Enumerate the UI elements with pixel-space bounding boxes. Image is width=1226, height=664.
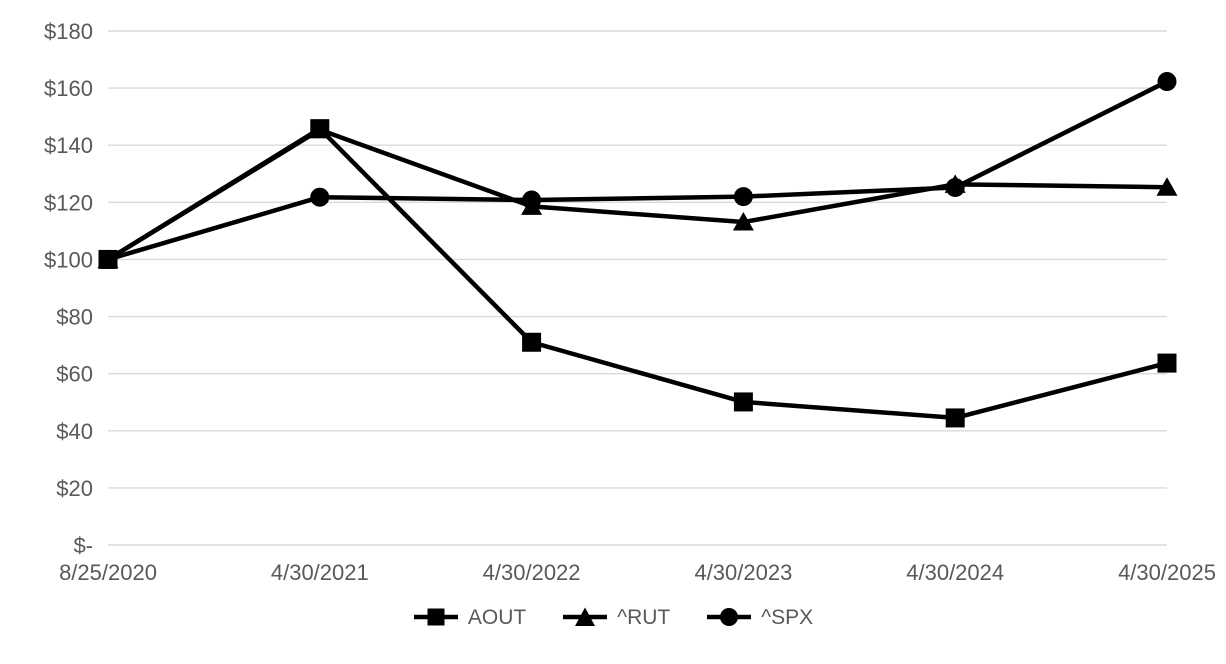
legend-label-rut: ^RUT xyxy=(617,605,671,629)
y-axis-tick-label: $140 xyxy=(44,133,93,158)
y-axis-tick-label: $20 xyxy=(56,476,93,501)
series-line-spx xyxy=(105,79,1170,262)
x-axis-tick-label: 4/30/2022 xyxy=(483,560,581,585)
x-axis-tick-label: 8/25/2020 xyxy=(59,560,157,585)
data-point-spx xyxy=(733,187,753,207)
y-axis-tick-label: $100 xyxy=(44,247,93,272)
y-axis-tick-label: $160 xyxy=(44,76,93,101)
data-point-aout xyxy=(945,408,965,428)
data-point-aout xyxy=(522,332,542,352)
square-marker-icon xyxy=(413,608,458,626)
x-axis-tick-label: 4/30/2021 xyxy=(271,560,369,585)
data-point-rut xyxy=(732,212,754,231)
legend-item-rut: ^RUT xyxy=(562,606,670,628)
data-point-spx xyxy=(1157,72,1177,92)
y-axis-tick-label: $40 xyxy=(56,419,93,444)
triangle-marker-icon xyxy=(563,607,608,626)
data-point-aout xyxy=(1157,353,1177,373)
data-point-spx xyxy=(945,177,965,197)
series-line-rut xyxy=(105,127,1170,262)
y-axis-tick-label: $- xyxy=(73,533,93,558)
y-axis-tick-label: $180 xyxy=(44,19,93,44)
y-axis-tick-label: $80 xyxy=(56,305,93,330)
data-point-rut xyxy=(309,119,331,139)
data-point-spx xyxy=(98,249,118,269)
y-axis-tick-label: $120 xyxy=(44,190,93,215)
plot-area: $- $20 $40 $60 $80 $100 $120 $140 $160 $180 8/25/2… xyxy=(44,19,1216,585)
data-point-spx xyxy=(522,190,542,210)
x-axis-tick-label: 4/30/2025 xyxy=(1118,560,1216,585)
legend-label-spx: ^SPX xyxy=(761,605,814,629)
x-axis-tick-label: 4/30/2024 xyxy=(906,560,1004,585)
data-point-aout xyxy=(733,392,753,412)
data-point-rut xyxy=(1156,177,1178,196)
series-line-aout xyxy=(105,126,1170,421)
x-axis-tick-label: 4/30/2023 xyxy=(694,560,792,585)
chart-legend: AOUT ^RUT ^SPX xyxy=(0,606,1226,628)
circle-marker-icon xyxy=(707,608,752,626)
y-axis-tick-label: $60 xyxy=(56,362,93,387)
data-point-spx xyxy=(310,187,330,207)
legend-item-spx: ^SPX xyxy=(706,606,813,628)
legend-item-aout: AOUT xyxy=(413,606,526,628)
legend-label-aout: AOUT xyxy=(467,605,527,629)
